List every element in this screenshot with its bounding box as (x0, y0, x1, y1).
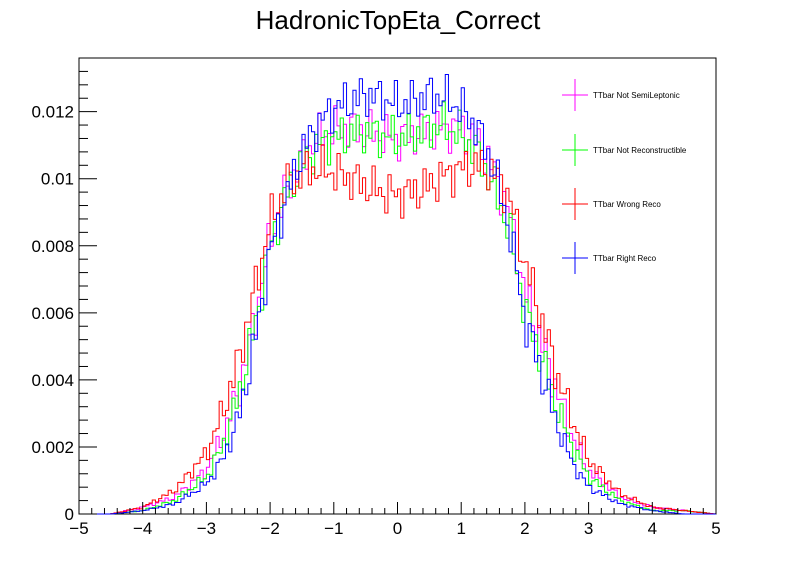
y-tick-label: 0.006 (31, 304, 74, 323)
x-tick-label: −5 (69, 519, 88, 538)
x-tick-label: 3 (584, 519, 593, 538)
y-tick-label: 0.004 (31, 371, 74, 390)
x-tick-label: −1 (324, 519, 343, 538)
x-tick-label: −2 (260, 519, 279, 538)
y-tick-label: 0.01 (41, 170, 74, 189)
legend-label: TTbar Not SemiLeptonic (593, 91, 680, 100)
x-tick-label: 1 (456, 519, 465, 538)
y-tick-label: 0.012 (31, 103, 74, 122)
x-tick-label: 0 (393, 519, 402, 538)
y-tick-label: 0.002 (31, 438, 74, 457)
x-tick-label: −3 (197, 519, 216, 538)
series-line-2 (79, 144, 716, 515)
chart-title: HadronicTopEta_Correct (256, 5, 541, 35)
x-tick-label: 2 (520, 519, 529, 538)
legend-label: TTbar Not Reconstructible (593, 146, 687, 155)
legend-label: TTbar Right Reco (593, 254, 657, 263)
x-tick-label: 4 (648, 519, 657, 538)
axes-group: −5 −4 −3 −2 −1 0 1 2 3 4 5 0 0.002 0.004 0.006 0.008 0.0… (31, 57, 721, 538)
series-group (79, 74, 716, 515)
legend-label: TTbar Wrong Reco (593, 200, 661, 209)
series-line-3 (79, 74, 716, 515)
series-line-0 (79, 105, 716, 515)
x-tick-label: −4 (133, 519, 152, 538)
series-line-1 (79, 101, 716, 515)
y-tick-label: 0.008 (31, 237, 74, 256)
x-tick-label: 5 (711, 519, 720, 538)
plot-frame (78, 57, 717, 515)
legend: TTbar Not SemiLeptonic TTbar Not Reconstr… (562, 79, 687, 274)
y-tick-label: 0 (65, 505, 74, 524)
